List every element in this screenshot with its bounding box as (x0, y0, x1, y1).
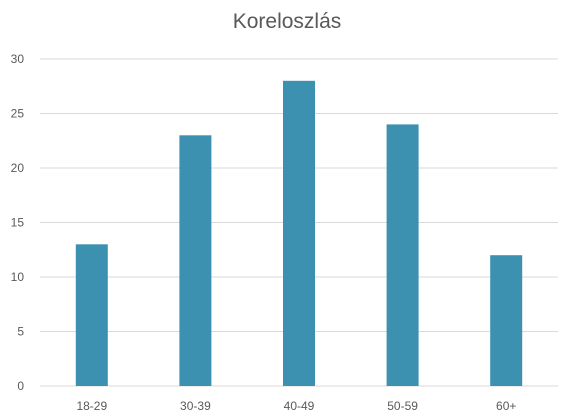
bar-30-39 (179, 135, 212, 386)
y-tick-label: 10 (11, 270, 25, 284)
bar-50-59 (386, 124, 419, 387)
y-tick-label: 0 (17, 379, 24, 393)
bar-18-29 (75, 244, 108, 386)
bar-60+ (490, 255, 523, 386)
x-tick-label: 50-59 (387, 399, 418, 413)
x-tick-label: 30-39 (180, 399, 211, 413)
y-tick-label: 20 (11, 161, 25, 175)
y-tick-label: 15 (11, 216, 25, 230)
x-tick-label: 60+ (496, 399, 516, 413)
chart-title: Koreloszlás (232, 10, 342, 33)
x-tick-label: 40-49 (284, 399, 315, 413)
y-tick-label: 30 (11, 52, 25, 66)
x-tick-label: 18-29 (76, 399, 107, 413)
bar-40-49 (283, 80, 315, 387)
y-tick-label: 25 (11, 107, 25, 121)
y-tick-label: 5 (17, 325, 24, 339)
